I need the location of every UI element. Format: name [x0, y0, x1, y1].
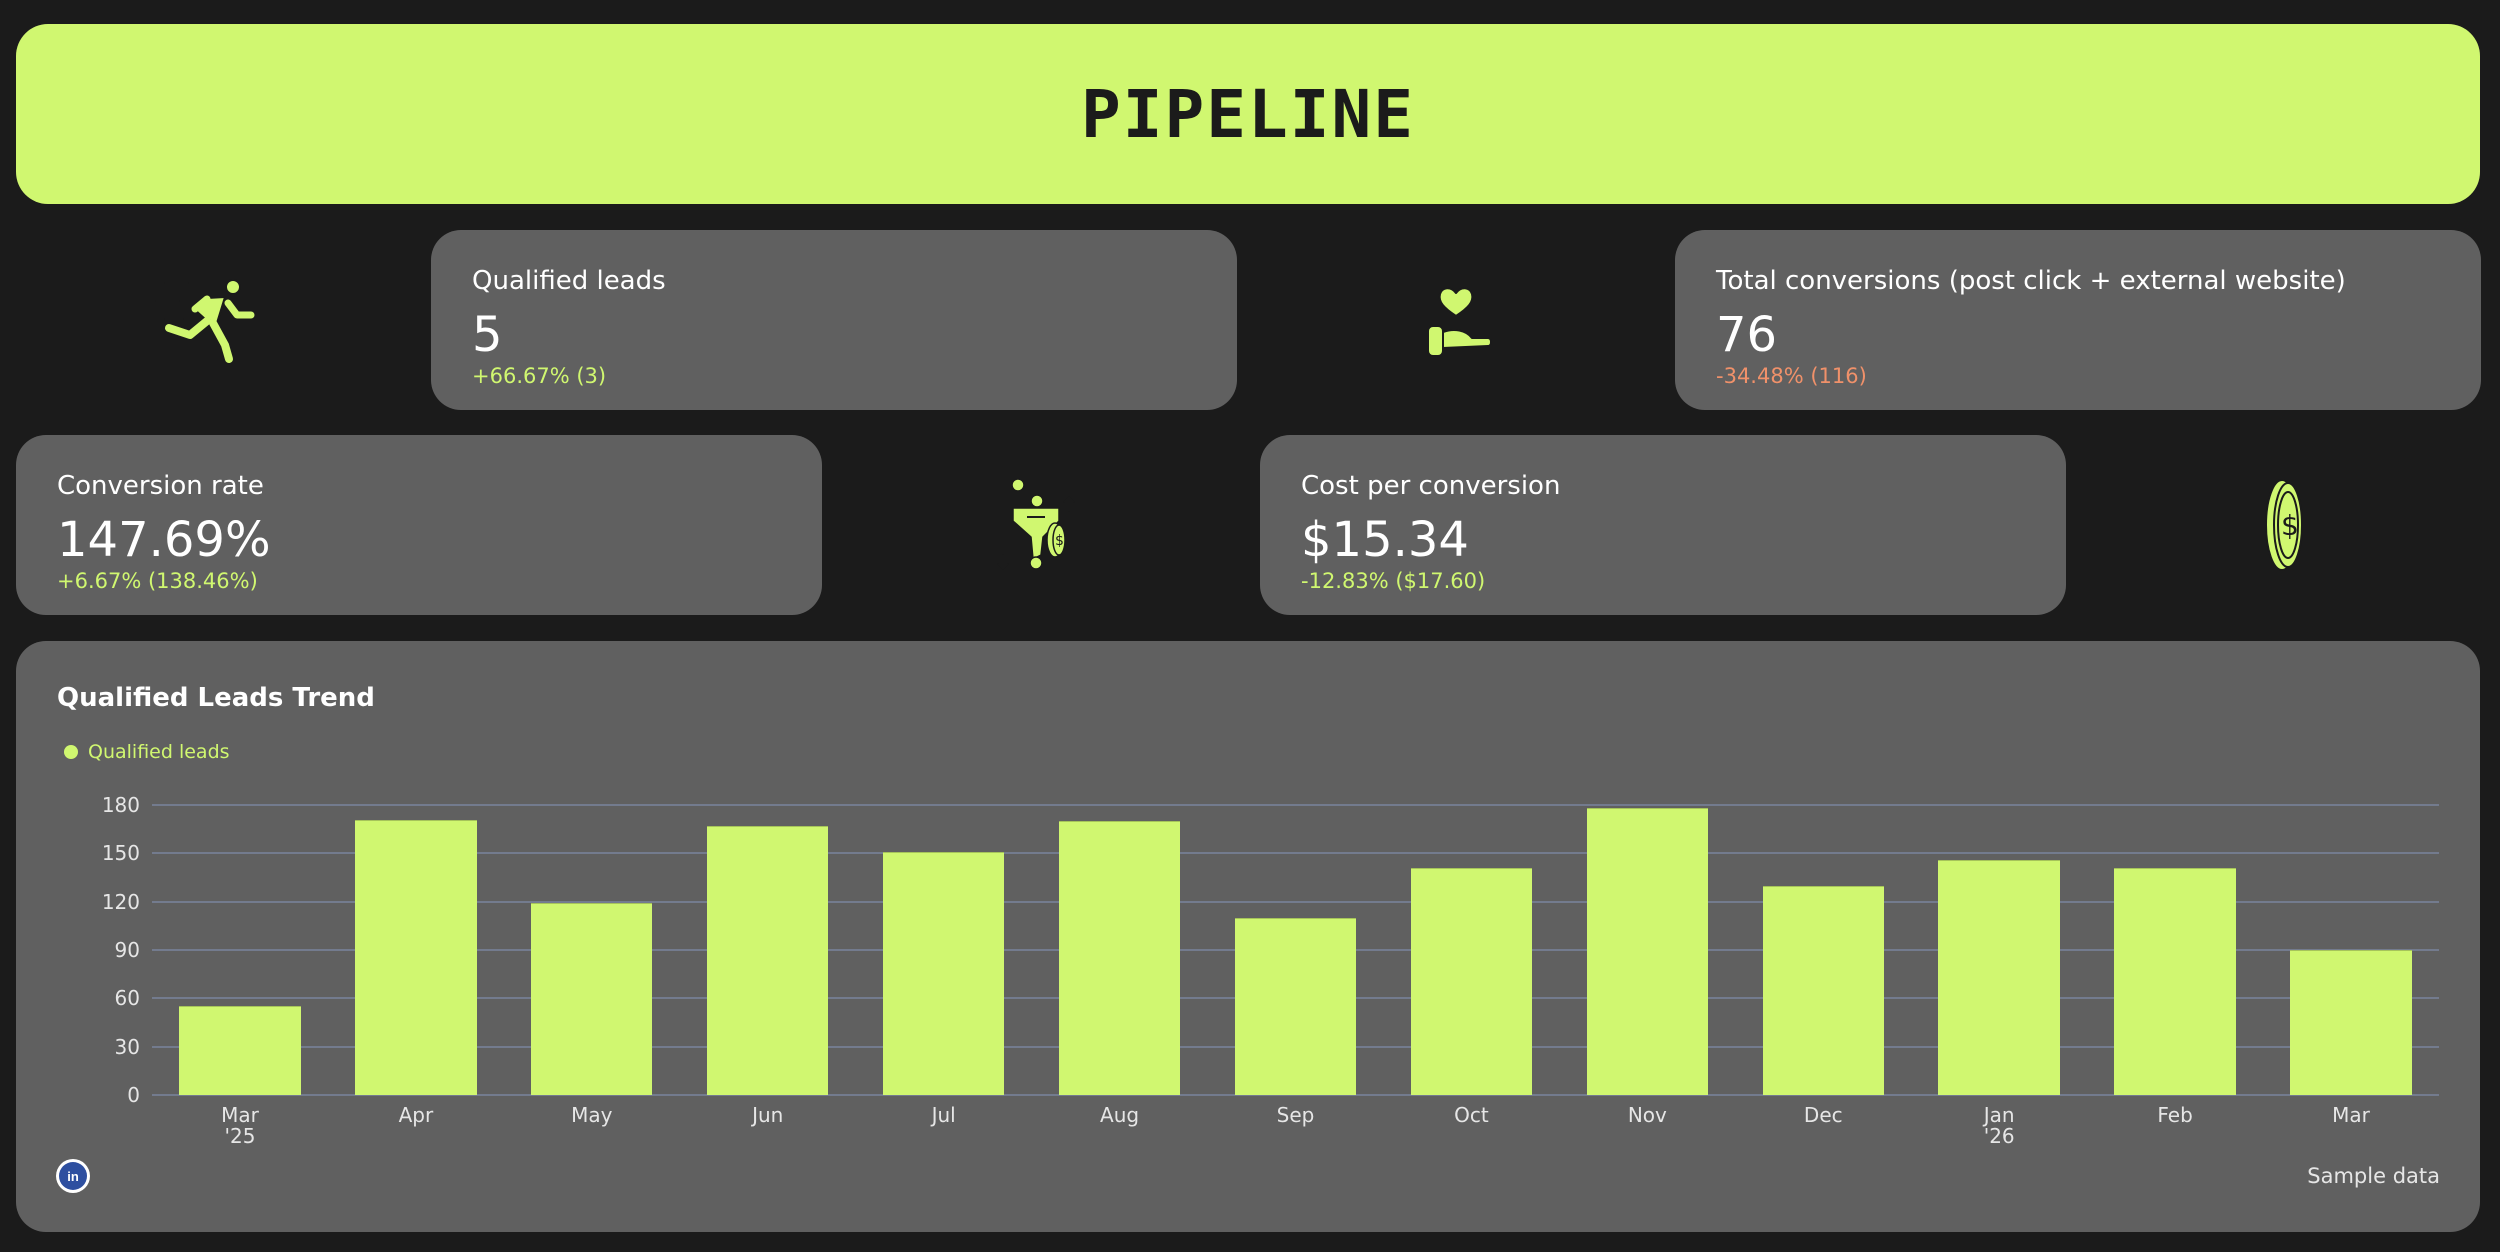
- y-axis-tick-label: 60: [114, 986, 140, 1011]
- x-axis-tick-label: Sep: [1276, 1103, 1315, 1127]
- chart-legend[interactable]: Qualified leads: [64, 741, 230, 763]
- y-axis-tick-label: 90: [114, 938, 140, 962]
- kpi-value: 5: [472, 307, 503, 364]
- y-axis-tick-label: 180: [101, 793, 140, 817]
- kpi-delta: -34.48% (116): [1716, 363, 1867, 388]
- x-axis-tick-label: Aug: [1100, 1103, 1140, 1127]
- x-axis-tick-label: Jun: [752, 1103, 784, 1127]
- kpi-card-total-conversions: Total conversions (post click + external…: [1675, 230, 2481, 410]
- qualified-leads-chart-panel: Qualified Leads Trend Qualified leads 0 3…: [16, 641, 2480, 1232]
- bar[interactable]: [1586, 808, 1709, 1095]
- x-axis-tick-label: May: [571, 1103, 613, 1127]
- y-axis-tick-label: 0: [127, 1083, 140, 1107]
- running-person-icon: [110, 230, 310, 410]
- bar[interactable]: [1410, 867, 1533, 1095]
- gridline: [152, 852, 2439, 855]
- gridline: [152, 1094, 2439, 1096]
- bar-chart-plot: 0 30 60 90 120 150 180 Mar '25 Apr May Jun Jul Aug Se…: [102, 793, 2439, 1147]
- kpi-card-cost-per-conversion: Cost per conversion $15.34 -12.83% ($17.…: [1260, 435, 2066, 615]
- bar[interactable]: [707, 825, 829, 1095]
- kpi-card-qualified-leads: Qualified leads 5 +66.67% (3): [431, 230, 1237, 410]
- y-axis-tick-label: 150: [101, 841, 140, 866]
- x-axis-tick-label: Nov: [1627, 1103, 1667, 1127]
- bar[interactable]: [1234, 917, 1357, 1095]
- kpi-delta: +6.67% (138.46%): [57, 568, 258, 593]
- kpi-label: Qualified leads: [472, 266, 666, 296]
- dashboard-header: PIPELINE: [16, 24, 2480, 204]
- bar[interactable]: [179, 1006, 301, 1095]
- kpi-delta: +66.67% (3): [472, 363, 607, 388]
- x-axis-tick-label: Apr: [398, 1103, 434, 1127]
- x-axis-tick-label: Feb: [2157, 1103, 2193, 1127]
- kpi-label: Cost per conversion: [1301, 471, 1561, 501]
- linkedin-ads-logo: in: [56, 1159, 90, 1193]
- bar[interactable]: [355, 819, 477, 1095]
- gridline: [152, 900, 2439, 903]
- x-axis-tick-label: Mar: [2332, 1103, 2370, 1127]
- page-title: PIPELINE: [1081, 75, 1415, 153]
- hand-heart-icon: [1356, 230, 1556, 410]
- kpi-value: 76: [1716, 307, 1778, 364]
- linkedin-icon: in: [59, 1162, 87, 1190]
- kpi-card-conversion-rate: Conversion rate 147.69% +6.67% (138.46%): [16, 435, 822, 615]
- gridline: [152, 804, 2439, 806]
- x-axis-tick-label: Jan '26: [1983, 1103, 2015, 1148]
- bar[interactable]: [882, 851, 1005, 1095]
- kpi-delta: -12.83% ($17.60): [1301, 568, 1486, 593]
- bar[interactable]: [531, 903, 653, 1095]
- svg-text:$: $: [1055, 533, 1064, 549]
- bar[interactable]: [1058, 821, 1181, 1095]
- bar[interactable]: [1762, 885, 1884, 1095]
- bar[interactable]: [2114, 867, 2236, 1095]
- x-axis-tick-label: Jul: [931, 1103, 956, 1127]
- chart-title: Qualified Leads Trend: [57, 683, 375, 713]
- legend-label: Qualified leads: [88, 741, 230, 763]
- bar[interactable]: [2290, 950, 2412, 1095]
- coin-icon: $: [2185, 435, 2385, 615]
- legend-dot-icon: [64, 745, 78, 759]
- x-axis-tick-label: Oct: [1454, 1103, 1489, 1127]
- y-axis-tick-label: 30: [114, 1034, 140, 1059]
- svg-text:$: $: [2281, 509, 2299, 542]
- x-axis-tick-label: Mar '25: [221, 1103, 259, 1148]
- sample-data-note: Sample data: [2307, 1164, 2440, 1188]
- kpi-value: $15.34: [1301, 512, 1469, 569]
- y-axis-tick-label: 120: [101, 889, 140, 914]
- kpi-label: Conversion rate: [57, 471, 264, 501]
- funnel-coin-icon: $: [940, 435, 1140, 615]
- bar[interactable]: [1938, 859, 2060, 1095]
- kpi-value: 147.69%: [57, 512, 271, 569]
- kpi-label: Total conversions (post click + external…: [1716, 266, 2346, 296]
- x-axis-tick-label: Dec: [1803, 1103, 1843, 1127]
